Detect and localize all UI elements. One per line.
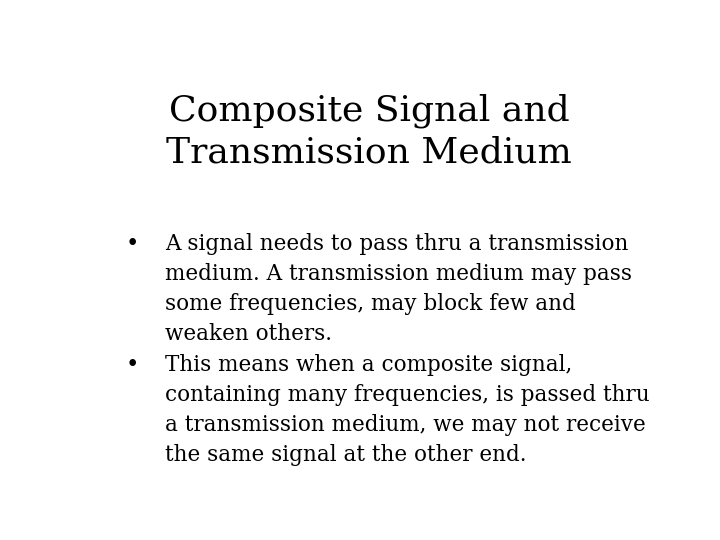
Text: •: • [125,354,138,376]
Text: Composite Signal and
Transmission Medium: Composite Signal and Transmission Medium [166,94,572,169]
Text: medium. A transmission medium may pass: medium. A transmission medium may pass [166,263,632,285]
Text: This means when a composite signal,: This means when a composite signal, [166,354,572,376]
Text: •: • [125,233,138,255]
Text: A signal needs to pass thru a transmission: A signal needs to pass thru a transmissi… [166,233,629,255]
Text: containing many frequencies, is passed thru: containing many frequencies, is passed t… [166,384,650,406]
Text: the same signal at the other end.: the same signal at the other end. [166,443,527,465]
Text: weaken others.: weaken others. [166,323,333,345]
Text: some frequencies, may block few and: some frequencies, may block few and [166,293,576,315]
Text: a transmission medium, we may not receive: a transmission medium, we may not receiv… [166,414,646,436]
